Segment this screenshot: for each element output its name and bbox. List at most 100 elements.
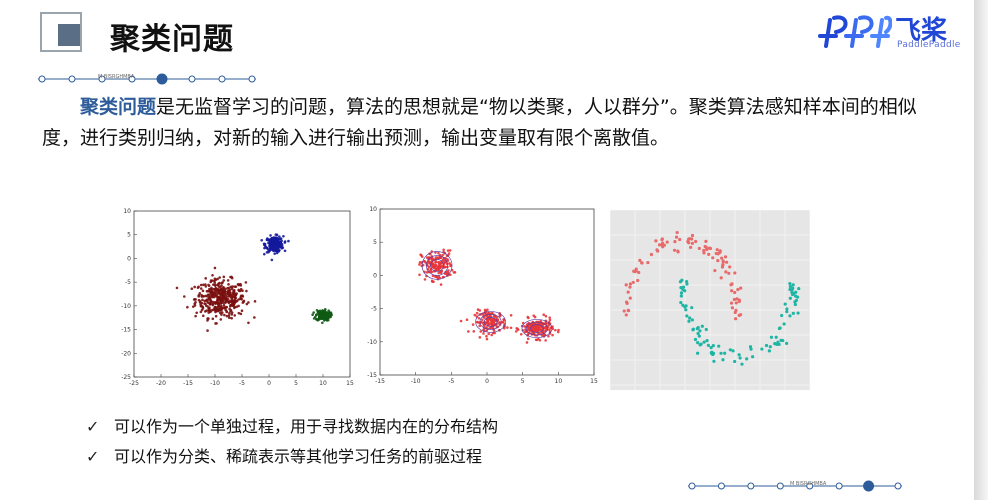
data-point — [681, 303, 685, 307]
progress-dot[interactable] — [806, 482, 814, 490]
gaussian-contour — [525, 321, 548, 336]
data-point — [439, 283, 443, 286]
data-point — [785, 307, 789, 311]
data-point — [774, 335, 778, 339]
data-point — [717, 344, 721, 348]
data-point — [324, 317, 327, 321]
y-tick-label: 5 — [373, 239, 377, 246]
data-point — [209, 280, 213, 284]
data-point — [725, 260, 729, 264]
data-point — [697, 334, 701, 338]
paddlepaddle-logo-icon — [818, 15, 892, 48]
data-point — [271, 243, 275, 247]
cluster-series-1 — [260, 233, 290, 262]
data-point — [733, 271, 737, 275]
x-tick-label: 15 — [346, 380, 354, 387]
y-tick-label: 10 — [123, 208, 131, 215]
data-point — [219, 301, 223, 305]
progress-dot[interactable] — [894, 482, 902, 490]
data-point — [212, 283, 215, 286]
x-tick-label: -5 — [239, 380, 245, 387]
data-point — [687, 237, 691, 241]
data-point — [175, 286, 179, 290]
data-point — [519, 332, 523, 336]
data-point — [685, 282, 689, 286]
data-point — [732, 297, 736, 302]
progress-dot[interactable] — [688, 482, 696, 490]
data-point — [207, 283, 210, 287]
data-point — [702, 251, 706, 255]
title-decoration-square — [58, 24, 80, 46]
data-point — [490, 319, 493, 322]
data-point — [446, 259, 450, 262]
data-point — [731, 349, 735, 353]
progress-dot[interactable] — [128, 75, 136, 83]
data-point — [791, 311, 795, 315]
data-point — [493, 319, 496, 323]
data-point — [736, 287, 740, 292]
data-point — [241, 289, 244, 293]
progress-dot[interactable] — [717, 482, 725, 490]
data-point — [526, 326, 530, 329]
data-point — [431, 262, 435, 266]
data-point — [704, 239, 708, 244]
data-point — [733, 290, 737, 295]
data-point — [214, 310, 217, 314]
progress-dot[interactable] — [98, 75, 106, 83]
data-point — [442, 248, 445, 252]
progress-dot-active[interactable] — [863, 480, 875, 492]
progress-dot[interactable] — [218, 75, 226, 83]
data-point — [449, 264, 452, 268]
data-point — [700, 324, 704, 328]
data-point — [764, 343, 769, 348]
progress-dot[interactable] — [38, 75, 46, 83]
data-point — [230, 276, 234, 280]
data-point — [239, 296, 242, 299]
data-point — [320, 315, 324, 318]
data-point — [274, 243, 277, 247]
data-point — [233, 314, 237, 317]
data-point — [198, 292, 202, 295]
data-point — [695, 327, 699, 331]
data-point — [721, 358, 725, 362]
progress-dot[interactable] — [776, 482, 784, 490]
y-tick-label: -10 — [367, 339, 377, 346]
progress-nav-bottom — [688, 480, 902, 492]
progress-dot[interactable] — [248, 75, 256, 83]
data-point — [660, 237, 664, 241]
data-point — [221, 311, 224, 314]
data-point — [547, 334, 550, 338]
brand-name-en: PaddlePaddle — [897, 40, 961, 50]
x-tick-label: 5 — [521, 378, 525, 385]
data-point — [274, 245, 278, 249]
data-point — [680, 278, 684, 282]
data-point — [224, 301, 227, 304]
data-point — [213, 287, 217, 291]
x-tick-label: 0 — [267, 380, 271, 387]
data-point — [197, 285, 200, 289]
progress-dot[interactable] — [188, 75, 196, 83]
data-point — [788, 284, 792, 289]
data-point — [727, 271, 731, 275]
data-point — [624, 283, 628, 287]
data-point — [745, 357, 749, 361]
data-point — [325, 312, 329, 315]
data-point — [478, 309, 482, 312]
data-point — [201, 298, 204, 302]
progress-dot[interactable] — [835, 482, 843, 490]
data-point — [244, 281, 248, 284]
data-point — [204, 277, 208, 280]
data-point — [311, 313, 314, 317]
progress-dot-active[interactable] — [156, 73, 168, 85]
data-point — [271, 248, 275, 252]
data-point — [536, 328, 540, 332]
check-icon: ✓ — [86, 447, 100, 466]
data-point — [446, 249, 450, 252]
data-point — [317, 317, 320, 321]
data-point — [266, 238, 269, 242]
data-point — [748, 345, 753, 349]
data-point — [434, 268, 438, 271]
progress-dot[interactable] — [747, 482, 755, 490]
progress-dot[interactable] — [68, 75, 76, 83]
data-point — [427, 261, 430, 264]
